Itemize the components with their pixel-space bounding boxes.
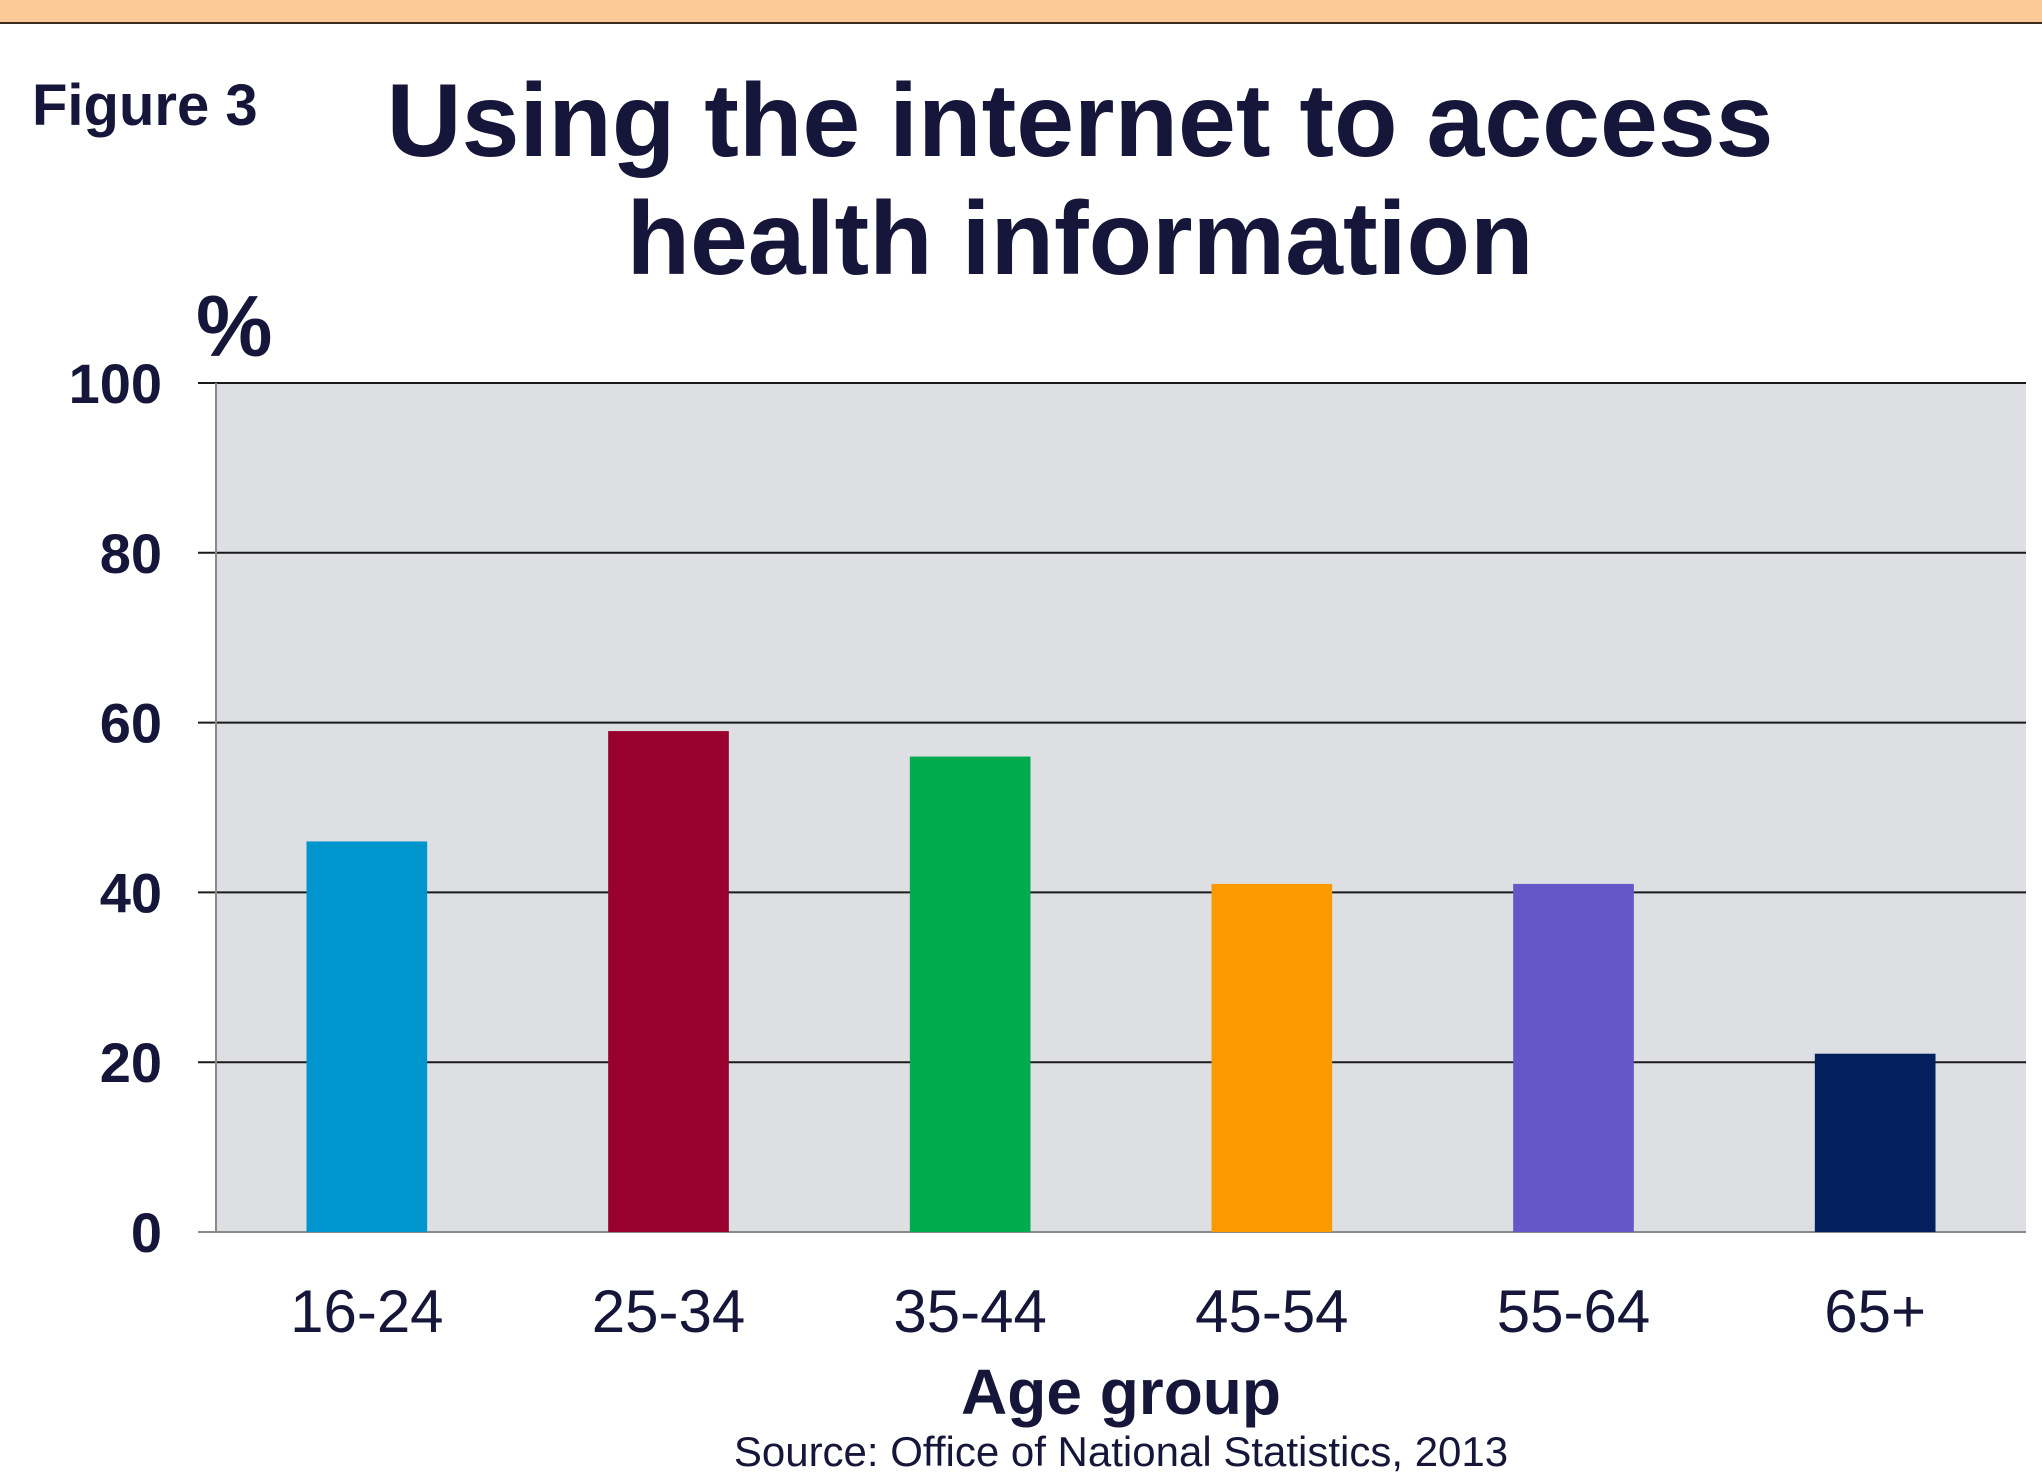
top-band xyxy=(0,0,2042,24)
x-tick-label: 65+ xyxy=(1824,1278,1926,1345)
y-tick-label: 0 xyxy=(131,1201,162,1264)
y-tick-label: 60 xyxy=(100,692,162,755)
y-tick-label: 20 xyxy=(100,1031,162,1094)
bar-55-64 xyxy=(1513,883,1634,1232)
chart-title-line-1: Using the internet to access xyxy=(386,63,1774,179)
y-tick-label: 100 xyxy=(69,352,162,415)
bar-65+ xyxy=(1814,1053,1936,1232)
y-tick-label: 80 xyxy=(100,522,162,585)
bar-45-54 xyxy=(1211,883,1333,1232)
bar-35-44 xyxy=(909,756,1031,1232)
x-tick-label: 35-44 xyxy=(893,1278,1046,1345)
source-note: Source: Office of National Statistics, 2… xyxy=(734,1428,1508,1473)
y-axis-unit-label: % xyxy=(196,279,273,375)
x-tick-label: 55-64 xyxy=(1497,1278,1650,1345)
x-axis-ticks: 16-24 25-34 35-44 45-54 55-64 65+ xyxy=(290,1278,1926,1345)
x-tick-label: 16-24 xyxy=(290,1278,443,1345)
y-tick-label: 40 xyxy=(100,861,162,924)
chart-title-line-2: health information xyxy=(626,181,1534,297)
plot-area xyxy=(216,383,2026,1232)
x-tick-label: 45-54 xyxy=(1195,1278,1348,1345)
x-axis-label: Age group xyxy=(961,1356,1281,1428)
bar-25-34 xyxy=(608,731,729,1232)
y-axis-ticks: 0 20 40 60 80 100 xyxy=(69,352,162,1264)
gridlines xyxy=(198,382,2026,1233)
bar-16-24 xyxy=(306,841,428,1232)
chart-title: Using the internet to access health info… xyxy=(230,62,1930,298)
figure-label: Figure 3 xyxy=(32,73,258,138)
x-tick-label: 25-34 xyxy=(592,1278,745,1345)
bars xyxy=(306,731,1936,1232)
